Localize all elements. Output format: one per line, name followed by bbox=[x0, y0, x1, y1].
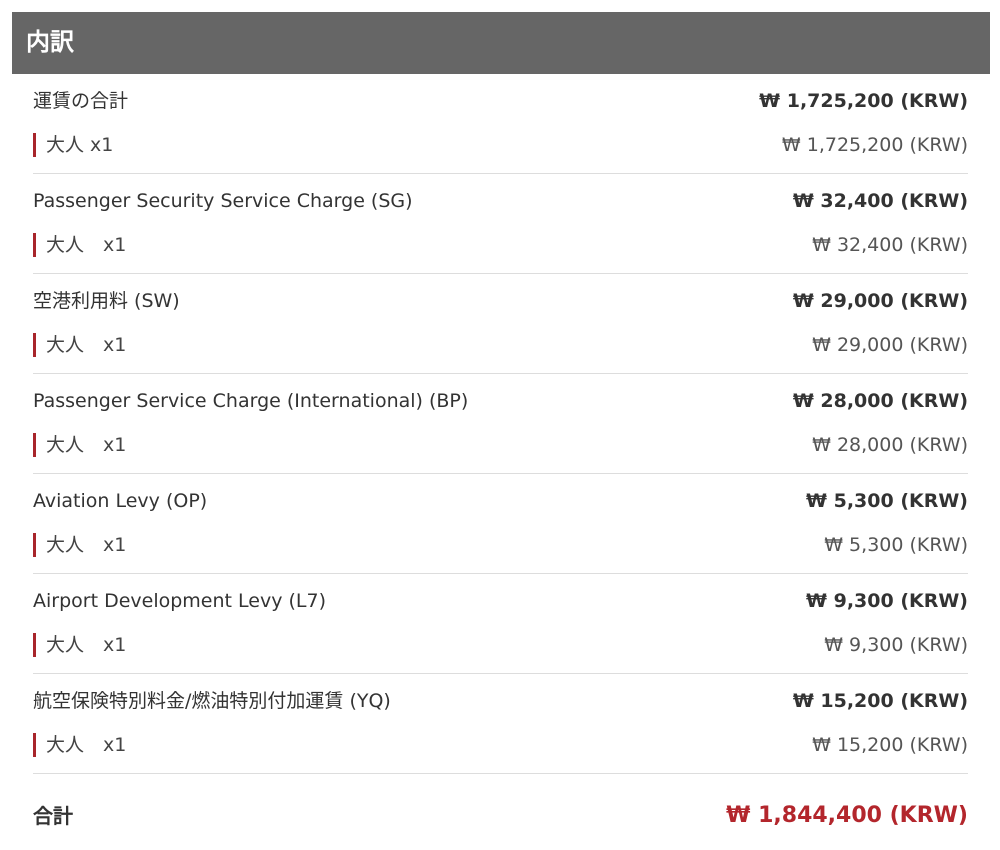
sub-label: 大人 x1 bbox=[46, 734, 127, 756]
item-amount: ₩ 5,300 (KRW) bbox=[806, 490, 968, 512]
sub-label: 大人 x1 bbox=[46, 334, 127, 356]
item-amount: ₩ 32,400 (KRW) bbox=[792, 190, 968, 212]
sub-amount: ₩ 29,000 (KRW) bbox=[812, 334, 968, 356]
divider bbox=[33, 373, 968, 374]
item-amount: ₩ 1,725,200 (KRW) bbox=[759, 90, 968, 112]
sub-amount: ₩ 32,400 (KRW) bbox=[812, 234, 968, 256]
divider bbox=[33, 173, 968, 174]
divider bbox=[33, 773, 968, 774]
item-label: Passenger Service Charge (International)… bbox=[33, 390, 469, 412]
sub-marker bbox=[33, 133, 36, 157]
item-label: 航空保険特別料金/燃油特別付加運賃 (YQ) bbox=[33, 690, 391, 712]
divider bbox=[33, 273, 968, 274]
total-label: 合計 bbox=[33, 804, 73, 828]
sub-marker bbox=[33, 733, 36, 757]
item-amount: ₩ 9,300 (KRW) bbox=[806, 590, 968, 612]
item-label: Aviation Levy (OP) bbox=[33, 490, 208, 512]
divider bbox=[33, 473, 968, 474]
divider bbox=[33, 573, 968, 574]
sub-label: 大人 x1 bbox=[46, 434, 127, 456]
sub-marker bbox=[33, 633, 36, 657]
sub-marker bbox=[33, 233, 36, 257]
item-label: Airport Development Levy (L7) bbox=[33, 590, 326, 612]
sub-label: 大人 x1 bbox=[46, 634, 127, 656]
divider bbox=[33, 673, 968, 674]
item-label: 空港利用料 (SW) bbox=[33, 290, 180, 312]
header: 内訳 bbox=[12, 12, 990, 74]
sub-marker bbox=[33, 533, 36, 557]
sub-label: 大人 x1 bbox=[46, 134, 114, 156]
item-amount: ₩ 15,200 (KRW) bbox=[792, 690, 968, 712]
item-label: 運賃の合計 bbox=[33, 90, 129, 112]
total-amount: ₩ 1,844,400 (KRW) bbox=[726, 803, 968, 828]
sub-amount: ₩ 5,300 (KRW) bbox=[824, 534, 968, 556]
header-title: 内訳 bbox=[26, 28, 74, 56]
sub-label: 大人 x1 bbox=[46, 534, 127, 556]
item-amount: ₩ 28,000 (KRW) bbox=[792, 390, 968, 412]
sub-amount: ₩ 28,000 (KRW) bbox=[812, 434, 968, 456]
sub-marker bbox=[33, 333, 36, 357]
item-amount: ₩ 29,000 (KRW) bbox=[792, 290, 968, 312]
sub-amount: ₩ 1,725,200 (KRW) bbox=[781, 134, 968, 156]
sub-amount: ₩ 15,200 (KRW) bbox=[812, 734, 968, 756]
sub-marker bbox=[33, 433, 36, 457]
sub-amount: ₩ 9,300 (KRW) bbox=[824, 634, 968, 656]
sub-label: 大人 x1 bbox=[46, 234, 127, 256]
item-label: Passenger Security Service Charge (SG) bbox=[33, 190, 413, 212]
